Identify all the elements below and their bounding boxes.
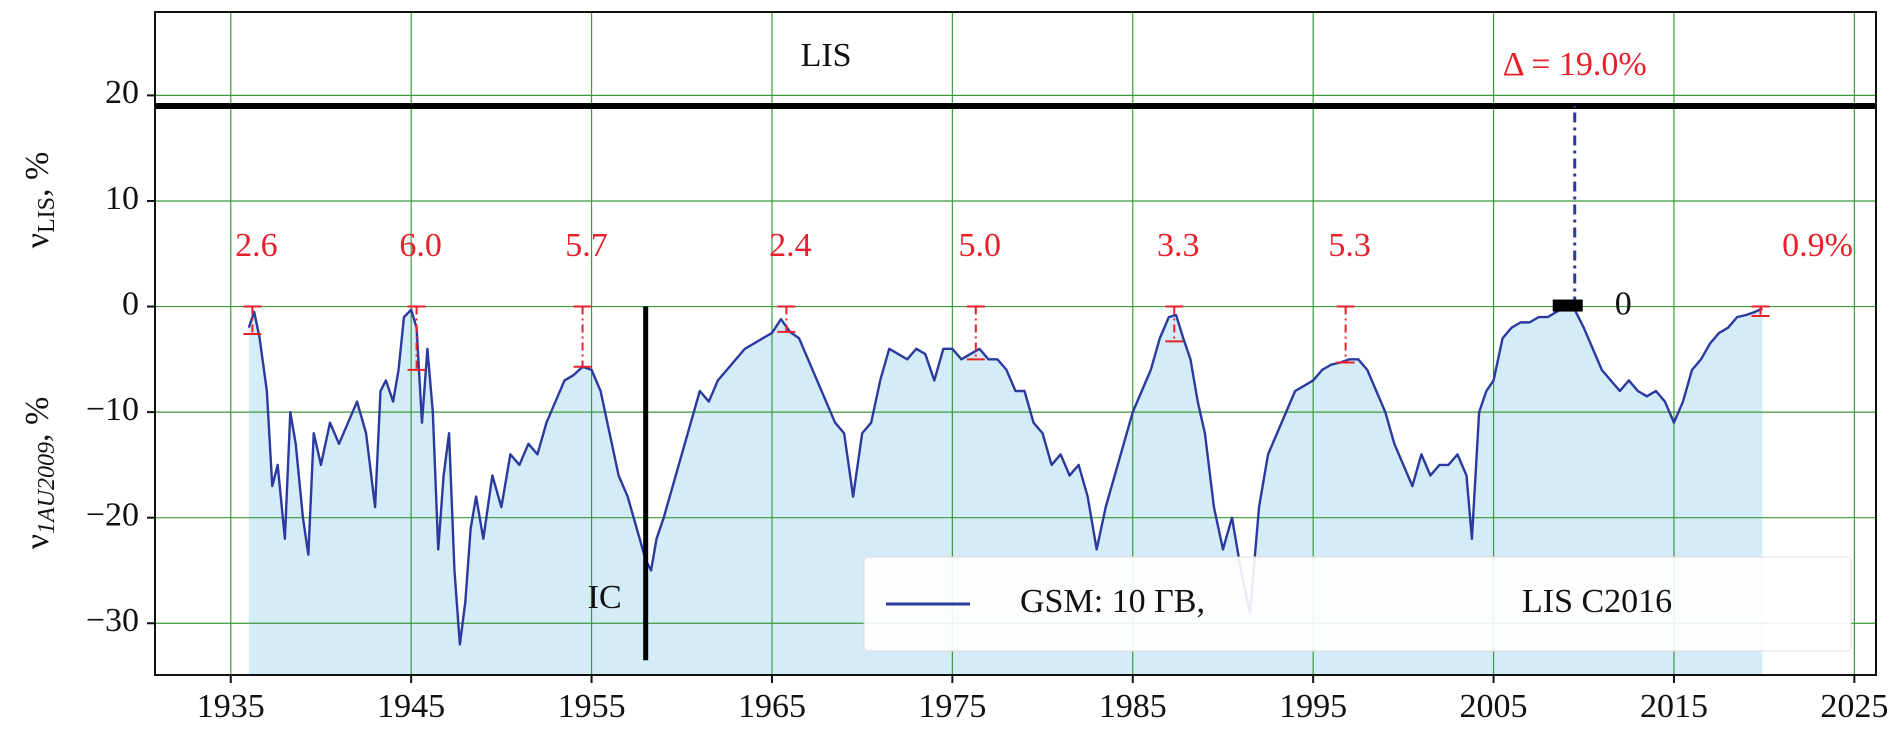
peak-label: 3.3 (1157, 227, 1200, 264)
y-tick-label: −30 (86, 602, 139, 639)
x-tick-label: 1985 (1099, 688, 1167, 725)
x-tick-label: 1975 (918, 688, 986, 725)
plot-frame (154, 11, 1877, 676)
x-tick-label: 1965 (738, 688, 806, 725)
legend-box (863, 556, 1852, 652)
peak-label: 5.7 (565, 227, 608, 264)
delta-label: Δ = 19.0% (1503, 46, 1647, 83)
peak-label: 6.0 (399, 227, 442, 264)
peak-label: 2.6 (235, 227, 278, 264)
x-tick-label: 1995 (1279, 688, 1347, 725)
x-tick-label: 1935 (197, 688, 265, 725)
zero-label: 0 (1615, 285, 1632, 322)
x-tick-label: 1945 (377, 688, 445, 725)
lis-label: LIS (801, 37, 852, 74)
x-tick-label: 2015 (1640, 688, 1708, 725)
peak-label: 5.3 (1328, 227, 1371, 264)
legend-note: LIS C2016 (1522, 583, 1672, 620)
y-label-upper: νLIS, % (19, 152, 60, 249)
y-tick-label: 10 (105, 180, 139, 217)
peak-label: 5.0 (959, 227, 1002, 264)
legend-label: GSM: 10 ГВ, (1020, 583, 1205, 620)
y-tick-label: 0 (122, 285, 139, 322)
zero-marker (1552, 299, 1583, 312)
y-tick-label: −20 (86, 496, 139, 533)
peak-label: 0.9% (1782, 227, 1853, 264)
y-tick-label: −10 (86, 391, 139, 428)
series-line (247, 305, 1763, 646)
y-tick-label: 20 (105, 74, 139, 111)
peak-label: 2.4 (769, 227, 812, 264)
y-label-lower: ν1AU2009, % (19, 397, 60, 550)
x-tick-label: 2025 (1820, 688, 1888, 725)
ic-label: IC (588, 579, 622, 616)
x-tick-label: 1955 (558, 688, 626, 725)
x-tick-label: 2005 (1460, 688, 1528, 725)
